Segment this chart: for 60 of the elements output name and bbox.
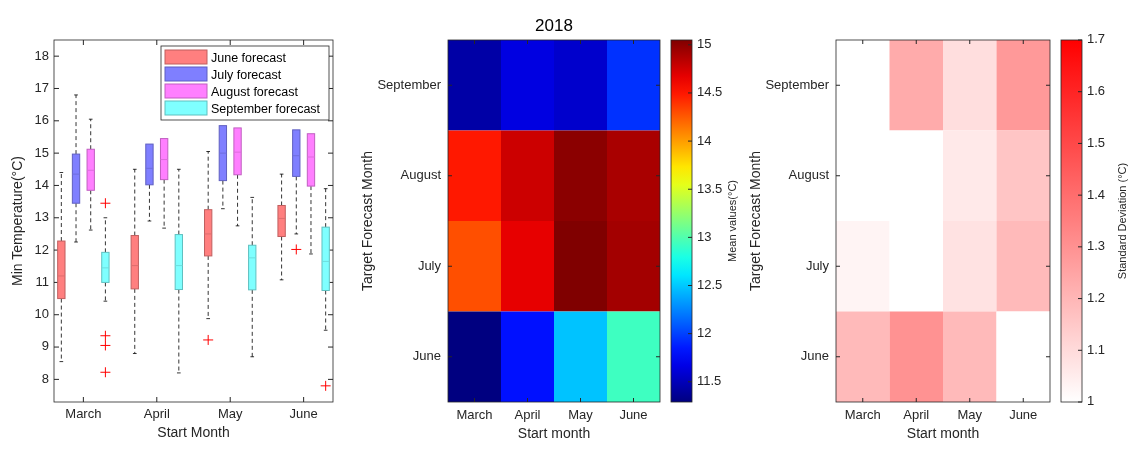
color-bar-label: 12.5 xyxy=(697,276,723,292)
x-axis-title: Start Month xyxy=(157,424,230,440)
color-bar-label: 13.5 xyxy=(697,180,723,196)
y-tick-label: 14 xyxy=(34,176,49,192)
color-bar-label: 13 xyxy=(697,228,712,244)
color-bar-label: 14 xyxy=(697,132,712,148)
color-bar-label: 11.5 xyxy=(697,373,722,389)
y-tick-label: 17 xyxy=(34,79,49,95)
y-tick-label: 11 xyxy=(35,273,49,289)
x-tick-label: May xyxy=(568,407,594,422)
y-tick-label: 15 xyxy=(34,144,49,160)
color-bar-title: Standard Deviation (°C) xyxy=(1116,162,1128,280)
x-tick-label: April xyxy=(903,407,930,422)
y-tick-label: 16 xyxy=(34,112,49,128)
color-bar-label: 14.5 xyxy=(697,84,723,100)
x-tick-label: April xyxy=(143,406,170,421)
legend-label: August forecast xyxy=(211,84,299,99)
color-bar-label: 1.6 xyxy=(1087,83,1106,99)
x-tick-label: May xyxy=(217,406,243,421)
color-bar-label: 1.4 xyxy=(1087,186,1106,202)
x-tick-label: March xyxy=(844,407,881,422)
x-axis-title: Start month xyxy=(906,425,980,441)
color-bar-label: 12 xyxy=(697,325,712,341)
x-tick-label: March xyxy=(456,407,493,422)
color-bar-label: 1.3 xyxy=(1087,238,1106,254)
x-tick-label: May xyxy=(957,407,983,422)
x-tick-label: June xyxy=(619,407,648,422)
x-tick-label: April xyxy=(514,407,541,422)
chart-title: 2018 xyxy=(535,16,573,35)
y-axis-title: Target Forecast Month xyxy=(359,150,375,292)
x-tick-label: June xyxy=(289,406,318,421)
legend-label: September forecast xyxy=(211,101,321,116)
y-axis-title: Target Forecast Month xyxy=(747,150,763,292)
y-tick-label: July xyxy=(417,257,442,273)
color-bar-title: Mean values(°C) xyxy=(726,179,738,263)
y-axis-title: Min Temperature(°C) xyxy=(9,156,25,286)
y-tick-label: 12 xyxy=(34,241,49,257)
y-tick-label: September xyxy=(377,76,442,92)
y-tick-label: 8 xyxy=(41,370,49,386)
y-tick-label: July xyxy=(805,257,830,273)
y-tick-label: June xyxy=(412,348,441,364)
y-tick-label: September xyxy=(765,76,830,92)
x-axis-title: Start month xyxy=(517,425,591,441)
x-tick-label: March xyxy=(65,406,102,421)
color-bar-label: 1.1 xyxy=(1087,341,1106,357)
y-tick-label: 18 xyxy=(34,47,49,63)
color-bar-label: 1.5 xyxy=(1087,134,1106,150)
x-tick-label: June xyxy=(1009,407,1038,422)
y-tick-label: June xyxy=(800,348,829,364)
color-bar-label: 1 xyxy=(1087,393,1095,409)
color-bar-label: 1.7 xyxy=(1087,31,1106,47)
color-bar-label: 1.2 xyxy=(1087,290,1106,306)
y-tick-label: 9 xyxy=(41,338,49,354)
y-tick-label: 10 xyxy=(34,306,49,322)
color-bar-label: 15 xyxy=(697,36,712,52)
legend-label: July forecast xyxy=(211,67,282,82)
y-tick-label: 13 xyxy=(34,209,49,225)
legend-label: June forecast xyxy=(211,50,287,65)
y-tick-label: August xyxy=(788,167,830,183)
y-tick-label: August xyxy=(400,167,442,183)
